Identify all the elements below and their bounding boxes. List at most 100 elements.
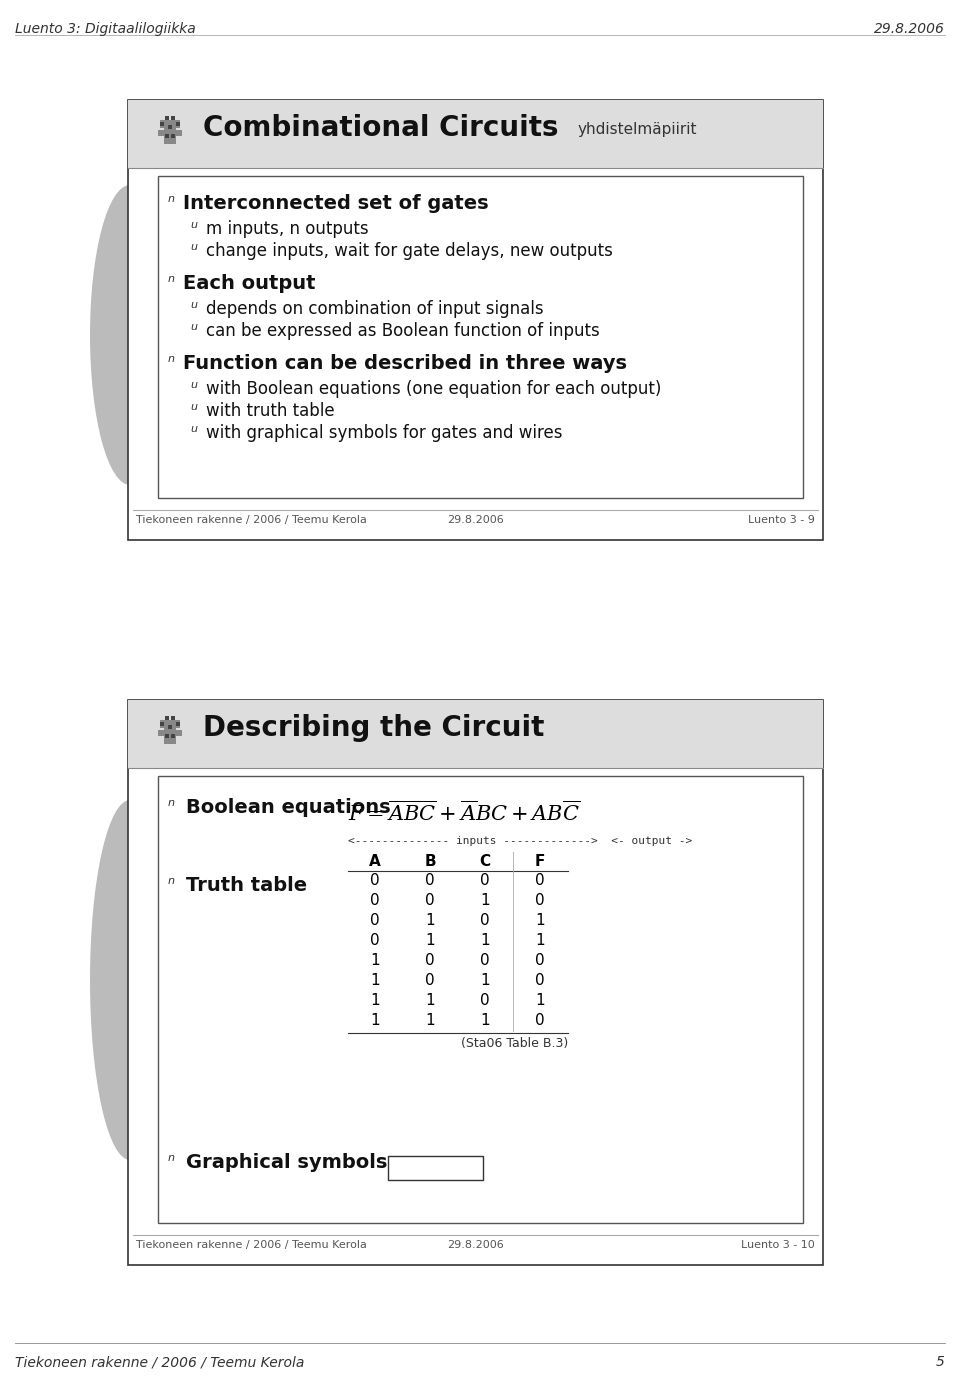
Text: 0: 0 xyxy=(425,873,435,889)
Bar xyxy=(176,722,180,727)
Text: 0: 0 xyxy=(535,893,545,908)
Text: 0: 0 xyxy=(371,893,380,908)
Text: 1: 1 xyxy=(425,1013,435,1028)
Text: 1: 1 xyxy=(425,913,435,929)
Text: Function can be described in three ways: Function can be described in three ways xyxy=(183,354,627,374)
Text: 29.8.2006: 29.8.2006 xyxy=(875,22,945,36)
Text: 1: 1 xyxy=(371,954,380,967)
Text: $\mathit{F} = \overline{ABC} + \overline{A}BC + AB\overline{C}$: $\mathit{F} = \overline{ABC} + \overline… xyxy=(348,800,580,825)
Text: n: n xyxy=(168,194,175,203)
Text: u: u xyxy=(190,220,197,230)
Text: 0: 0 xyxy=(535,954,545,967)
Text: n: n xyxy=(168,1153,175,1163)
Bar xyxy=(158,130,182,136)
Text: 0: 0 xyxy=(425,954,435,967)
Text: 0: 0 xyxy=(535,873,545,889)
Text: Luento 3 - 10: Luento 3 - 10 xyxy=(741,1240,815,1250)
Text: 29.8.2006: 29.8.2006 xyxy=(446,1240,503,1250)
Text: with truth table: with truth table xyxy=(206,401,335,419)
Ellipse shape xyxy=(90,185,170,484)
Text: 0: 0 xyxy=(480,992,490,1008)
Text: F: F xyxy=(535,854,545,869)
Text: Tiekoneen rakenne / 2006 / Teemu Kerola: Tiekoneen rakenne / 2006 / Teemu Kerola xyxy=(15,1355,304,1369)
Text: change inputs, wait for gate delays, new outputs: change inputs, wait for gate delays, new… xyxy=(206,242,612,260)
Bar xyxy=(158,776,803,1223)
Bar xyxy=(160,120,180,127)
Bar xyxy=(171,734,175,738)
Ellipse shape xyxy=(90,800,170,1160)
Text: u: u xyxy=(190,401,197,412)
Text: 1: 1 xyxy=(425,992,435,1008)
Bar xyxy=(176,122,180,126)
Text: Each output: Each output xyxy=(183,274,316,293)
Text: Sta06 Fig B.4: Sta06 Fig B.4 xyxy=(390,1160,481,1174)
Bar xyxy=(168,725,172,729)
Text: 5: 5 xyxy=(936,1355,945,1369)
Bar xyxy=(165,734,169,738)
Text: n: n xyxy=(168,876,175,886)
Text: with graphical symbols for gates and wires: with graphical symbols for gates and wir… xyxy=(206,424,563,441)
Text: Describing the Circuit: Describing the Circuit xyxy=(203,714,544,742)
Text: depends on combination of input signals: depends on combination of input signals xyxy=(206,300,543,318)
Bar xyxy=(128,700,823,1265)
Bar xyxy=(158,729,182,736)
Text: u: u xyxy=(190,322,197,332)
Text: B: B xyxy=(424,854,436,869)
Text: Truth table: Truth table xyxy=(186,876,307,895)
Text: 0: 0 xyxy=(535,973,545,988)
Bar xyxy=(171,134,175,138)
Text: 1: 1 xyxy=(371,1013,380,1028)
Bar xyxy=(165,716,169,720)
Text: 0: 0 xyxy=(535,1013,545,1028)
Text: n: n xyxy=(168,799,175,808)
Bar xyxy=(168,125,172,129)
Text: Tiekoneen rakenne / 2006 / Teemu Kerola: Tiekoneen rakenne / 2006 / Teemu Kerola xyxy=(136,1240,367,1250)
Text: 1: 1 xyxy=(371,973,380,988)
Text: m inputs, n outputs: m inputs, n outputs xyxy=(206,220,369,238)
Bar xyxy=(165,116,169,120)
Bar xyxy=(164,728,176,745)
Text: 1: 1 xyxy=(535,913,545,929)
Text: <-------------- inputs ------------->  <- output ->: <-------------- inputs -------------> <-… xyxy=(348,836,692,846)
Bar xyxy=(128,100,823,540)
Bar xyxy=(171,116,175,120)
Bar xyxy=(160,720,180,728)
Text: u: u xyxy=(190,242,197,252)
Text: with Boolean equations (one equation for each output): with Boolean equations (one equation for… xyxy=(206,381,661,399)
Bar xyxy=(164,127,176,144)
Bar xyxy=(160,122,164,126)
Text: 29.8.2006: 29.8.2006 xyxy=(446,515,503,525)
Text: 1: 1 xyxy=(425,933,435,948)
Text: 0: 0 xyxy=(371,873,380,889)
Bar xyxy=(160,722,164,727)
Text: 0: 0 xyxy=(425,893,435,908)
Text: u: u xyxy=(190,381,197,390)
Text: n: n xyxy=(168,354,175,364)
Text: A: A xyxy=(370,854,381,869)
Bar xyxy=(171,716,175,720)
Text: 1: 1 xyxy=(535,933,545,948)
Bar xyxy=(388,1156,483,1181)
Text: yhdistelmäpiirit: yhdistelmäpiirit xyxy=(578,122,698,137)
Text: Luento 3 - 9: Luento 3 - 9 xyxy=(748,515,815,525)
Text: 1: 1 xyxy=(371,992,380,1008)
Text: can be expressed as Boolean function of inputs: can be expressed as Boolean function of … xyxy=(206,322,600,340)
Text: 0: 0 xyxy=(480,954,490,967)
Text: Interconnected set of gates: Interconnected set of gates xyxy=(183,194,489,213)
Text: 1: 1 xyxy=(480,1013,490,1028)
Text: C: C xyxy=(479,854,491,869)
Text: Luento 3: Digitaalilogiikka: Luento 3: Digitaalilogiikka xyxy=(15,22,196,36)
Text: 0: 0 xyxy=(480,913,490,929)
Text: Tiekoneen rakenne / 2006 / Teemu Kerola: Tiekoneen rakenne / 2006 / Teemu Kerola xyxy=(136,515,367,525)
Text: Combinational Circuits: Combinational Circuits xyxy=(203,113,559,143)
Bar xyxy=(165,134,169,138)
Text: n: n xyxy=(168,274,175,284)
Text: 1: 1 xyxy=(535,992,545,1008)
Text: 1: 1 xyxy=(480,933,490,948)
Bar xyxy=(158,176,803,498)
Text: 0: 0 xyxy=(480,873,490,889)
Text: u: u xyxy=(190,300,197,310)
Text: 1: 1 xyxy=(480,973,490,988)
Text: 0: 0 xyxy=(425,973,435,988)
Text: 0: 0 xyxy=(371,913,380,929)
